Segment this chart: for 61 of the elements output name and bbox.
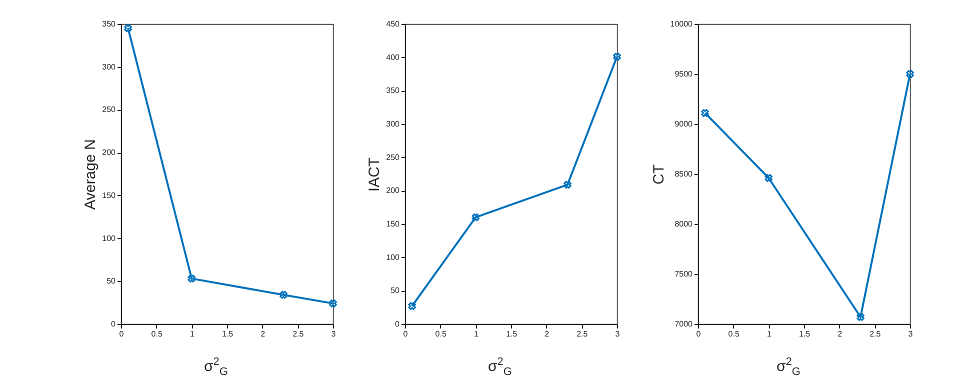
point — [764, 174, 773, 182]
y-tick-label: 100 — [102, 234, 116, 243]
x-tick-label: 1 — [474, 330, 479, 338]
point — [856, 313, 864, 321]
y-tick-label: 8500 — [674, 170, 694, 178]
x-tick-label: 0 — [403, 330, 408, 338]
x-tick-label: 2.5 — [870, 330, 882, 338]
point — [701, 109, 709, 117]
y-tick-label: 10000 — [670, 20, 694, 28]
x-tick-label: 1.5 — [506, 330, 518, 338]
point — [564, 180, 572, 189]
point — [124, 24, 132, 32]
y-tick-label: 150 — [386, 220, 400, 228]
y-axis-title: CT — [650, 164, 668, 184]
point — [613, 52, 621, 61]
x-tick-label: 0 — [696, 330, 702, 338]
point — [329, 300, 337, 308]
x-tick-label: 3 — [615, 330, 620, 338]
y-tick-label: 250 — [386, 152, 400, 162]
x-tick-label: 1 — [766, 330, 772, 338]
y-axis-title: Average N — [82, 139, 100, 210]
y-tick-label: 9500 — [674, 70, 694, 78]
x-tick-label: 1 — [190, 330, 195, 338]
x-tick-label: 2 — [838, 330, 843, 338]
x-tick-label: 3 — [331, 330, 336, 338]
point — [188, 274, 196, 282]
y-tick-label: 350 — [386, 86, 400, 96]
y-tick-label: 7500 — [674, 270, 694, 278]
x-tick-label: 1.5 — [798, 330, 811, 338]
point — [280, 290, 288, 299]
y-tick-label: 7000 — [674, 320, 694, 328]
x-tick-label: 0.5 — [151, 330, 163, 338]
x-tick-label: 0 — [119, 330, 124, 338]
y-tick-label: 300 — [386, 120, 400, 128]
y-tick-label: 300 — [102, 62, 116, 72]
x-tick-label: 2 — [544, 330, 550, 338]
x-tick-label: 3 — [908, 330, 914, 338]
y-tick-label: 8000 — [674, 220, 694, 228]
y-tick-label: 9000 — [674, 120, 694, 128]
y-tick-label: 200 — [102, 148, 116, 158]
x-tick-label: 0.5 — [728, 330, 740, 338]
y-tick-label: 100 — [386, 252, 400, 262]
x-tick-label: 1.5 — [222, 330, 234, 338]
x-tick-label: 2 — [260, 330, 266, 338]
y-tick-label: 0 — [111, 320, 116, 328]
x-tick-label: 2.5 — [292, 330, 304, 338]
y-axis-title: IACT — [366, 157, 384, 192]
point — [472, 213, 480, 222]
y-tick-label: 400 — [386, 52, 400, 62]
x-tick-label: 0.5 — [435, 330, 447, 338]
y-tick-label: 200 — [386, 186, 400, 196]
y-tick-label: 150 — [102, 190, 116, 200]
y-tick-label: 250 — [102, 105, 116, 114]
y-tick-label: 450 — [386, 20, 400, 28]
y-tick-label: 50 — [106, 276, 116, 286]
x-tick-label: 2.5 — [576, 330, 588, 338]
y-tick-label: 350 — [102, 20, 116, 28]
point — [408, 302, 416, 310]
point — [906, 70, 914, 78]
y-tick-label: 0 — [395, 320, 400, 328]
y-tick-label: 50 — [390, 286, 400, 296]
